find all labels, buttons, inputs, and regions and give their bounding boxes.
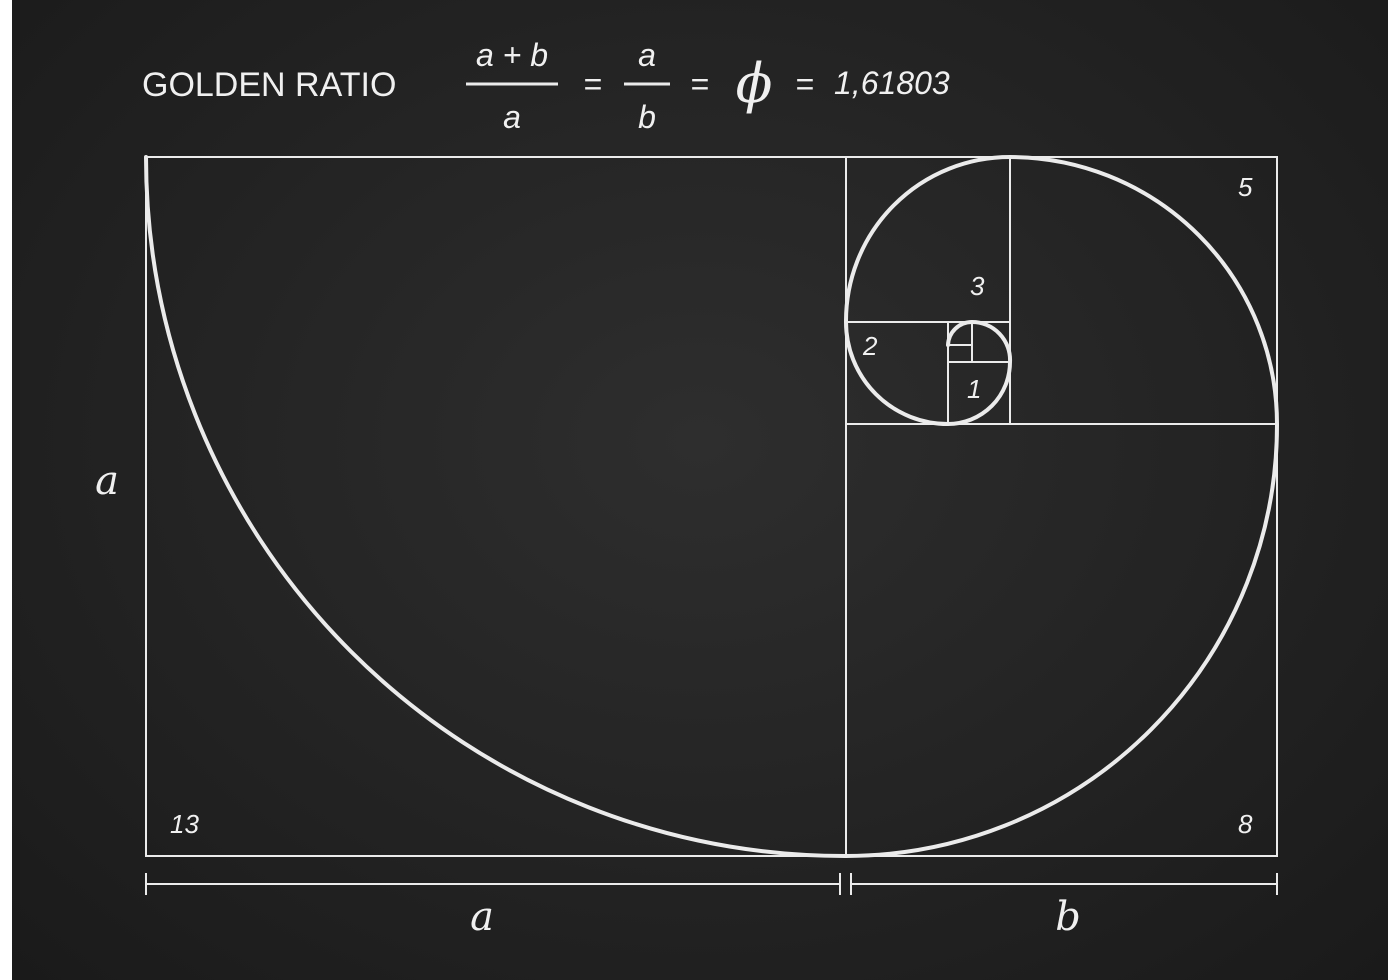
width-label-b: b [1055, 894, 1081, 940]
golden-spiral [144, 154, 1280, 859]
fraction1-numerator: a + b [476, 37, 548, 73]
square-label-3: 3 [970, 271, 985, 301]
title: GOLDEN RATIO [142, 66, 396, 104]
width-label-a: a [470, 894, 494, 940]
equals-sign-2: = [691, 66, 710, 102]
outer-rectangle [145, 156, 1278, 857]
formula: a + b a = a b = ϕ = 1,61803 [466, 37, 950, 135]
chalkboard: GOLDEN RATIO a + b a = a b = ϕ = 1,61803… [12, 0, 1388, 980]
square-label-8: 8 [1238, 809, 1253, 839]
fraction1-denominator: a [503, 99, 521, 135]
fraction2-denominator: b [638, 99, 656, 135]
phi-symbol: ϕ [736, 52, 773, 115]
dimension-lines [145, 873, 1278, 895]
height-label: a [95, 458, 119, 504]
square-label-1: 1 [967, 374, 981, 404]
equals-sign-3: = [796, 66, 815, 102]
golden-ratio-value: 1,61803 [834, 65, 950, 101]
square-label-5: 5 [1238, 172, 1253, 202]
square-label-13: 13 [170, 809, 199, 839]
fibonacci-rectangles [145, 156, 1278, 857]
equals-sign-1: = [584, 66, 603, 102]
square-label-2: 2 [862, 331, 878, 361]
fraction2-numerator: a [638, 37, 656, 73]
golden-ratio-diagram: GOLDEN RATIO a + b a = a b = ϕ = 1,61803… [95, 37, 1280, 940]
